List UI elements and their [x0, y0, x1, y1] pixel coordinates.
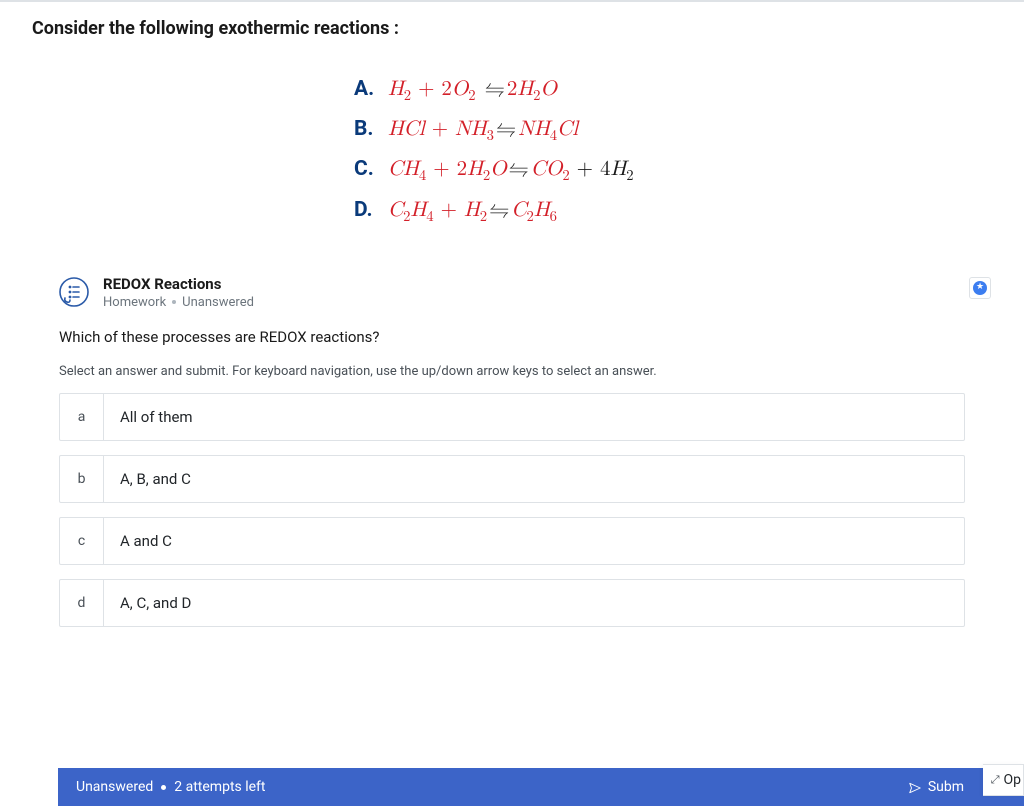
dot-separator — [161, 785, 166, 790]
star-icon: ★ — [973, 281, 987, 295]
submit-button[interactable]: Subm — [908, 779, 964, 795]
card-subtitle: Homework Unanswered — [103, 295, 965, 310]
equation-body: CH4 + 2H2O⇋CO2 + 4H2 — [388, 157, 634, 185]
equation-body: C2H4 + H2⇋C2H6 — [388, 198, 557, 226]
question-text: Which of these processes are REDOX react… — [33, 324, 991, 364]
top-divider — [0, 0, 1024, 2]
question-card: REDOX Reactions Homework Unanswered ★ Wh… — [32, 274, 992, 642]
answer-option-c[interactable]: c A and C — [59, 517, 965, 565]
submit-label: Subm — [928, 779, 964, 795]
footer-status-text: Unanswered — [76, 779, 153, 795]
send-icon — [908, 781, 922, 795]
instruction-text: Select an answer and submit. For keyboar… — [33, 364, 991, 393]
option-key: c — [60, 518, 104, 564]
equation-body: HCl + NH3⇋NH4Cl — [388, 117, 578, 145]
equation-letter: D. — [354, 198, 388, 222]
option-text: All of them — [104, 394, 209, 440]
card-title: REDOX Reactions — [103, 275, 965, 293]
option-key: b — [60, 456, 104, 502]
multiple-choice-icon — [59, 277, 89, 307]
option-key: d — [60, 580, 104, 626]
expand-icon: ⤢ — [991, 773, 1000, 787]
question-content: Consider the following exothermic reacti… — [0, 0, 1024, 226]
footer-attempts: 2 attempts left — [174, 779, 265, 795]
footer-status: Unanswered 2 attempts left — [76, 779, 266, 795]
dot-separator — [172, 300, 176, 304]
equation-letter: C. — [354, 157, 388, 181]
option-key: a — [60, 394, 104, 440]
bookmark-button[interactable]: ★ — [969, 277, 991, 299]
answer-option-d[interactable]: d A, C, and D — [59, 579, 965, 627]
equation-list: A. H2 + 2O2 ⇋2H2O B. HCl + NH3⇋NH4Cl C. … — [354, 77, 992, 226]
option-text: A, C, and D — [104, 580, 207, 626]
equation-row-b: B. HCl + NH3⇋NH4Cl — [354, 117, 992, 145]
equation-letter: B. — [354, 117, 388, 141]
open-button[interactable]: ⤢ Op — [983, 764, 1024, 796]
equation-row-d: D. C2H4 + H2⇋C2H6 — [354, 198, 992, 226]
option-text: A and C — [104, 518, 188, 564]
card-status: Unanswered — [182, 295, 254, 310]
footer-bar: Unanswered 2 attempts left Subm — [58, 768, 1024, 806]
card-titles: REDOX Reactions Homework Unanswered — [103, 275, 965, 310]
equation-body: H2 + 2O2 ⇋2H2O — [388, 77, 557, 105]
equation-row-a: A. H2 + 2O2 ⇋2H2O — [354, 77, 992, 105]
prompt-heading: Consider the following exothermic reacti… — [32, 18, 992, 39]
card-type: Homework — [103, 295, 166, 310]
answer-option-b[interactable]: b A, B, and C — [59, 455, 965, 503]
open-label: Op — [1004, 772, 1022, 788]
option-text: A, B, and C — [104, 456, 207, 502]
equation-row-c: C. CH4 + 2H2O⇋CO2 + 4H2 — [354, 157, 992, 185]
equation-letter: A. — [354, 77, 388, 101]
answer-option-a[interactable]: a All of them — [59, 393, 965, 441]
card-header: REDOX Reactions Homework Unanswered ★ — [33, 275, 991, 324]
answer-options: a All of them b A, B, and C c A and C d … — [33, 393, 991, 627]
